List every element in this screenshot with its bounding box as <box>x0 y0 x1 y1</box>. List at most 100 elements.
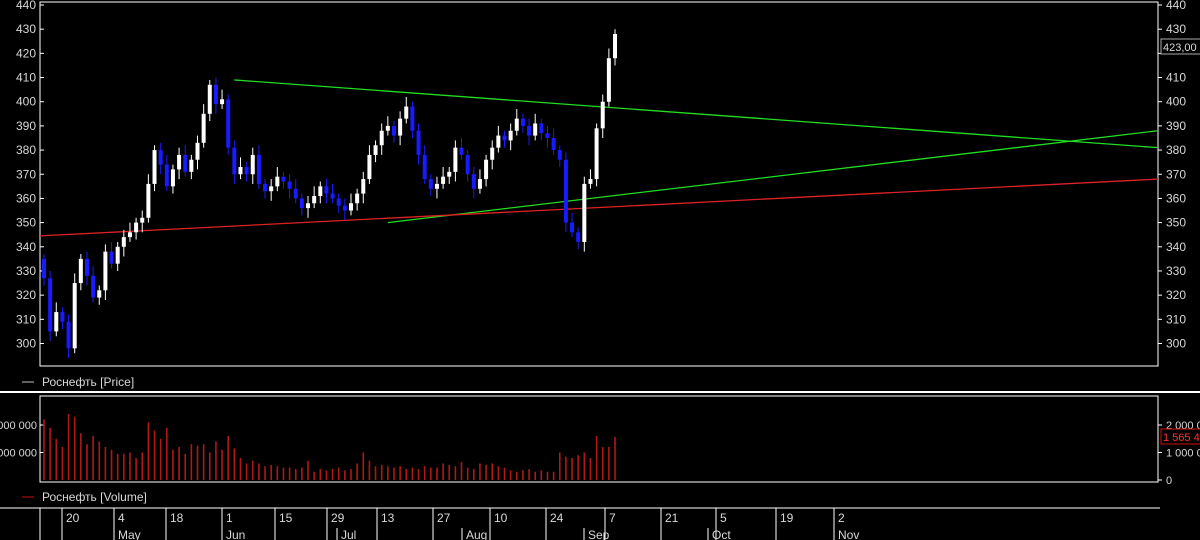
candle-body <box>232 147 237 175</box>
candle-body <box>121 237 126 247</box>
candle-body <box>134 222 139 233</box>
price-tick-label-right: 440 <box>1166 0 1186 12</box>
price-tick-label-left: 380 <box>16 143 36 157</box>
candle-body <box>477 179 482 189</box>
candle-body <box>189 159 194 172</box>
price-tick-label-left: 300 <box>16 337 36 351</box>
candle-body <box>471 174 476 189</box>
trend-lines[interactable] <box>39 79 1159 237</box>
date-day-label: 27 <box>437 511 451 525</box>
date-month-label: Aug <box>466 528 487 540</box>
candle-body <box>514 118 519 131</box>
candle-body <box>72 283 77 349</box>
date-axis: 20 4 18 1 15 29 13 27 10 24 7 21 5 19 2 May Jun Jul Aug Sep… <box>39 508 859 540</box>
candle-body <box>318 186 323 197</box>
candle-body <box>269 186 274 192</box>
candle-body <box>613 34 618 59</box>
candle-body <box>349 203 353 211</box>
candle-body <box>606 58 611 102</box>
candle-body <box>207 84 212 114</box>
candle-body <box>263 183 268 192</box>
candle-body <box>177 154 182 170</box>
price-tick-label-left: 390 <box>16 119 36 133</box>
candle-body <box>281 176 286 182</box>
date-day-label: 5 <box>720 511 727 525</box>
candle-body <box>66 321 71 349</box>
date-day-label: 7 <box>609 511 616 525</box>
candle-body <box>103 251 108 291</box>
candle-body <box>48 278 53 332</box>
price-tick-label-left: 420 <box>16 46 36 60</box>
price-tick-label-right: 430 <box>1166 22 1186 36</box>
candle-body <box>410 106 415 131</box>
volume-tick-label-left: 000 000 <box>0 420 37 432</box>
candle-body <box>367 154 372 180</box>
support-line[interactable] <box>387 130 1159 224</box>
candle-body <box>336 198 341 206</box>
date-day-label: 20 <box>66 511 80 525</box>
candle-body <box>226 99 231 148</box>
candle-body <box>293 188 298 199</box>
price-tick-label-left: 370 <box>16 167 36 181</box>
candle-body <box>379 130 384 146</box>
date-day-label: 13 <box>381 511 395 525</box>
candle-body <box>588 179 593 184</box>
candle-body <box>158 150 163 165</box>
price-tick-label-left: 440 <box>16 0 36 12</box>
candle-body <box>422 154 427 180</box>
candle-body <box>42 258 46 279</box>
candle-body <box>508 130 513 141</box>
volume-bars <box>43 414 616 480</box>
candle-body <box>484 159 489 180</box>
date-month-label: Jun <box>226 528 245 540</box>
price-legend-label[interactable]: Роснефть [Price] <box>42 375 134 389</box>
date-day-label: 18 <box>170 511 184 525</box>
candle-body <box>152 150 157 184</box>
price-panel-frame <box>39 1 1159 367</box>
candle-body <box>496 135 501 148</box>
date-month-label: Nov <box>838 528 859 540</box>
date-day-label: 29 <box>331 511 345 525</box>
candle-body <box>60 312 65 322</box>
price-tick-label-right: 320 <box>1166 288 1186 302</box>
volume-tick-label-left: 000 000 <box>0 448 37 460</box>
price-tick-label-left: 340 <box>16 240 36 254</box>
date-day-label: 2 <box>838 511 845 525</box>
long-trend-line[interactable] <box>39 178 1159 237</box>
volume-legend-label[interactable]: Роснефть [Volume] <box>42 490 147 504</box>
volume-tick-label-right: 1 000 000 <box>1166 448 1200 460</box>
price-tick-label-right: 410 <box>1166 71 1186 85</box>
candle-body <box>594 128 599 180</box>
price-tick-label-right: 360 <box>1166 191 1186 205</box>
candle-body <box>170 169 175 187</box>
date-day-label: 24 <box>550 511 564 525</box>
candle-body <box>146 183 151 218</box>
candle-body <box>213 84 218 105</box>
price-tick-label-right: 340 <box>1166 240 1186 254</box>
candle-body <box>490 147 495 160</box>
candle-body <box>416 130 421 155</box>
price-tick-label-right: 400 <box>1166 95 1186 109</box>
candle-body <box>576 232 581 242</box>
price-tick-label-right: 370 <box>1166 167 1186 181</box>
date-day-label: 10 <box>494 511 508 525</box>
candle-body <box>195 142 200 160</box>
candle-body <box>127 232 132 238</box>
candle-body <box>115 246 120 264</box>
date-day-label: 4 <box>118 511 125 525</box>
candle-body <box>533 123 538 136</box>
last-volume-label: 1 565 4 <box>1163 432 1200 444</box>
candle-body <box>373 145 378 155</box>
candle-body <box>502 135 507 141</box>
candle-body <box>600 101 605 129</box>
date-month-label: Oct <box>712 528 731 540</box>
candle-body <box>164 164 169 187</box>
date-day-label: 1 <box>226 511 233 525</box>
candle-body <box>434 183 439 189</box>
price-tick-label-left: 360 <box>16 191 36 205</box>
candle-body <box>250 154 255 175</box>
date-day-label: 15 <box>279 511 293 525</box>
resistance-line[interactable] <box>234 79 1159 149</box>
candle-body <box>312 196 317 204</box>
